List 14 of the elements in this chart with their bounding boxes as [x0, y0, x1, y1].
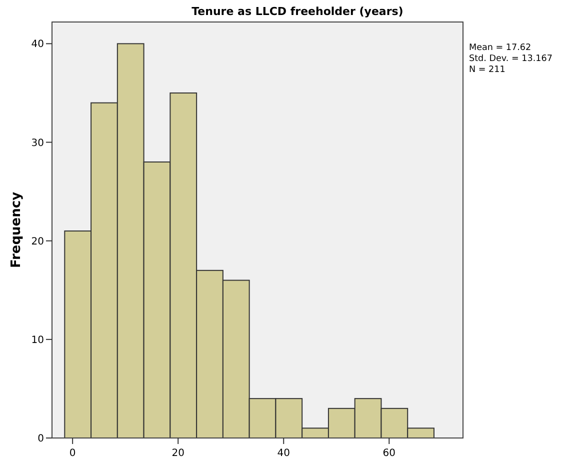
y-tick-label: 0 — [38, 434, 44, 444]
x-tick-label: 40 — [277, 448, 290, 459]
text: N = 211 — [469, 65, 506, 75]
chart-title: Tenure as LLCD freeholder (years) — [192, 5, 404, 18]
y-tick-label: 40 — [31, 39, 44, 50]
text: Std. Dev. = 13.167 — [469, 54, 552, 64]
y-tick-label: 30 — [31, 138, 44, 149]
y-axis-title: Frequency — [9, 191, 24, 268]
x-tick-label: 60 — [382, 448, 396, 459]
x-tick-label: 0 — [69, 448, 76, 459]
y-tick-label: 20 — [31, 236, 44, 248]
text: Mean = 17.62 — [469, 43, 532, 53]
y-tick-label: 10 — [31, 334, 44, 346]
x-tick-label: 20 — [172, 448, 184, 459]
